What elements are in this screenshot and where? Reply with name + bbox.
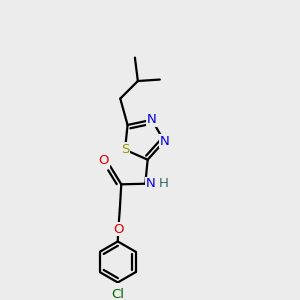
Text: Cl: Cl [111, 288, 124, 300]
Text: N: N [146, 177, 155, 190]
Text: S: S [121, 143, 129, 156]
Text: H: H [158, 177, 168, 190]
Text: O: O [98, 154, 109, 167]
Text: O: O [113, 223, 124, 236]
Text: N: N [147, 113, 157, 126]
Text: N: N [159, 135, 169, 148]
